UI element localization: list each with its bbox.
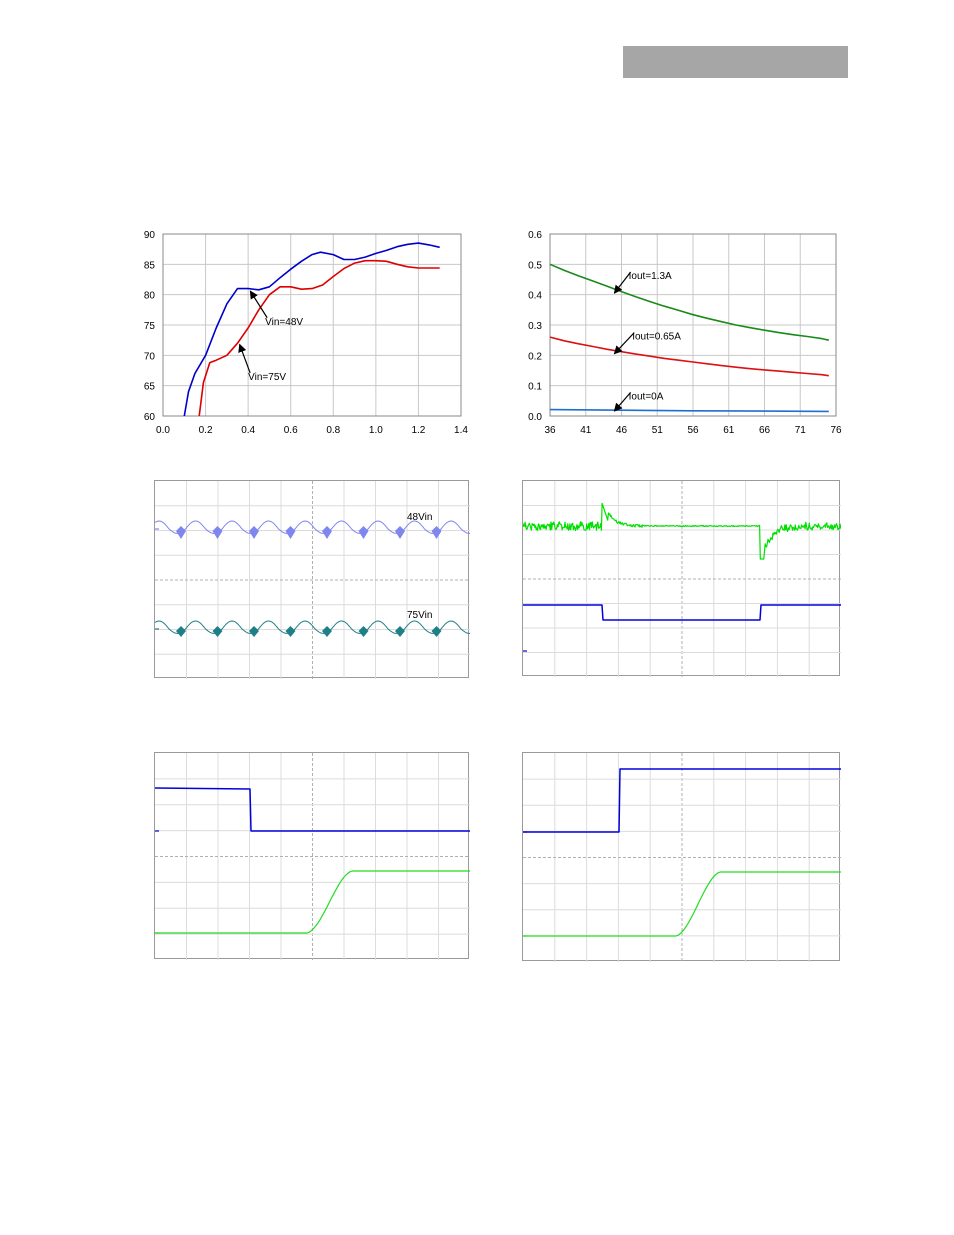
- x-tick-label: 56: [687, 425, 699, 436]
- series-line: [550, 264, 829, 340]
- y-tick-label: 0.1: [528, 382, 542, 393]
- x-tick-label: 71: [795, 425, 807, 436]
- ripple-label-top: 48Vin: [407, 512, 432, 523]
- annotation-label: Iout=0A: [629, 391, 664, 402]
- scope-ripple: 48Vin 75Vin: [154, 480, 469, 678]
- scope-startup-right: [522, 752, 840, 961]
- scope-startup-left: [154, 752, 469, 959]
- x-tick-label: 36: [544, 425, 556, 436]
- x-tick-label: 46: [616, 425, 628, 436]
- x-tick-label: 61: [723, 425, 735, 436]
- scope-startup-left-svg: [155, 753, 470, 960]
- chart-right-svg: 36 41 46 51 56 61 66 71 76 0.0 0.1 0.2 0.3 0.4 0.5 0.6 I…: [0, 0, 954, 460]
- scope-transient: [522, 480, 840, 676]
- x-tick-label: 51: [652, 425, 664, 436]
- annotation-label: Iout=1.3A: [629, 271, 672, 282]
- x-tick-label: 76: [830, 425, 842, 436]
- y-tick-label: 0.5: [528, 260, 542, 271]
- annotation-label: Iout=0.65A: [632, 332, 681, 343]
- x-tick-label: 41: [580, 425, 592, 436]
- y-tick-label: 0.3: [528, 321, 542, 332]
- scope-transient-svg: [523, 481, 841, 677]
- y-tick-label: 0.2: [528, 351, 542, 362]
- y-tick-label: 0.0: [528, 412, 542, 423]
- ripple-label-bottom: 75Vin: [407, 610, 432, 621]
- series-line: [550, 337, 829, 376]
- y-tick-label: 0.6: [528, 230, 542, 241]
- scope-startup-right-svg: [523, 753, 841, 962]
- y-tick-label: 0.4: [528, 291, 542, 302]
- x-tick-label: 66: [759, 425, 771, 436]
- series-line: [550, 410, 829, 412]
